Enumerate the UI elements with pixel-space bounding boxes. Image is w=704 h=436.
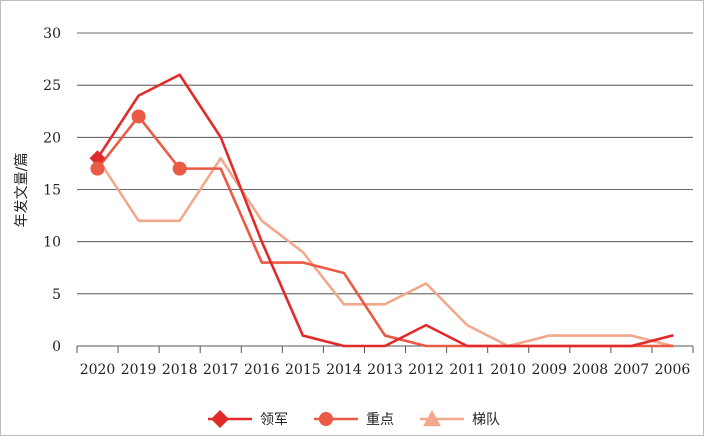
y-tick-label-0: 0 <box>52 339 61 355</box>
y-tick-label-15: 15 <box>43 183 61 199</box>
x-tick-label-2013: 2013 <box>367 362 403 378</box>
series-lines <box>89 73 674 348</box>
legend-label-梯队: 梯队 <box>472 412 500 428</box>
x-tick-label-2008: 2008 <box>573 362 609 378</box>
y-axis-label: 年发文量/篇 <box>14 153 30 228</box>
x-tick-label-2006: 2006 <box>655 362 691 378</box>
x-tick-label-2007: 2007 <box>614 362 650 378</box>
data-point-重点-2019 <box>131 109 146 124</box>
series-line-重点 <box>96 115 674 348</box>
legend-marker-梯队 <box>423 410 441 427</box>
y-tick-label-30: 30 <box>43 26 61 42</box>
data-point-领军-2020 <box>89 150 106 167</box>
y-tick-label-5: 5 <box>52 287 61 303</box>
legend-marker-重点 <box>318 411 334 427</box>
x-tick-label-2018: 2018 <box>162 362 198 378</box>
series-line-梯队 <box>96 156 674 348</box>
data-point-重点-2018 <box>172 161 187 176</box>
x-tick-label-2010: 2010 <box>490 362 526 378</box>
x-tick-label-2016: 2016 <box>244 362 280 378</box>
x-tick-label-2019: 2019 <box>121 362 157 378</box>
x-tick-label-2015: 2015 <box>285 362 321 378</box>
x-tick-label-2012: 2012 <box>408 362 444 378</box>
y-tick-label-25: 25 <box>43 78 61 94</box>
data-point-重点-2020 <box>90 161 105 176</box>
y-tick-label-10: 10 <box>43 235 61 251</box>
series-line-领军 <box>96 73 674 348</box>
grid-lines <box>77 32 693 295</box>
tick-labels: 0 5 10 15 20 25 30 2020 2019 2018 2017 2016 2015 2014… <box>43 26 690 378</box>
legend-label-重点: 重点 <box>366 412 394 428</box>
legend-marker-领军 <box>211 410 229 428</box>
x-tick-label-2017: 2017 <box>203 362 239 378</box>
x-tick-label-2011: 2011 <box>449 362 485 378</box>
x-tick-label-2020: 2020 <box>80 362 116 378</box>
legend: 领军 重点 梯队 <box>208 410 500 428</box>
legend-label-领军: 领军 <box>260 412 288 428</box>
x-tick-label-2014: 2014 <box>326 362 362 378</box>
y-tick-label-20: 20 <box>43 130 61 146</box>
x-tick-label-2009: 2009 <box>531 362 567 378</box>
